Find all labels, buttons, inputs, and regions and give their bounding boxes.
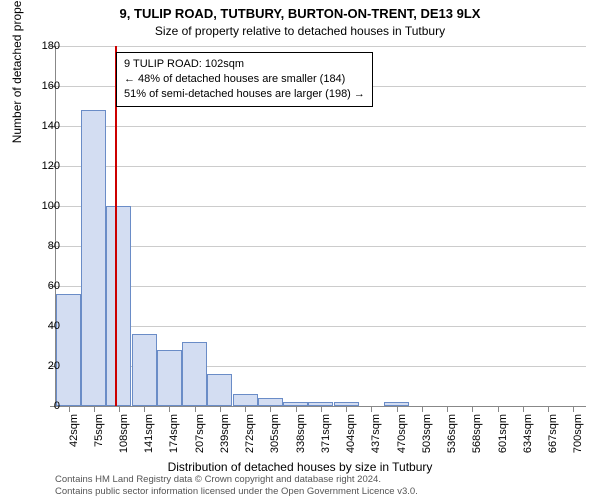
y-tick-label: 20 — [48, 360, 60, 372]
x-tick-label: 437sqm — [370, 414, 382, 456]
x-tick — [169, 406, 170, 412]
x-tick — [523, 406, 524, 412]
x-tick — [94, 406, 95, 412]
histogram-bar — [132, 334, 157, 406]
x-tick — [245, 406, 246, 412]
footer-line1: Contains HM Land Registry data © Crown c… — [55, 474, 418, 486]
x-tick-label: 634sqm — [522, 414, 534, 456]
x-tick-label: 667sqm — [547, 414, 559, 456]
x-tick — [346, 406, 347, 412]
gridline — [56, 46, 586, 47]
x-tick — [69, 406, 70, 412]
histogram-bar — [233, 394, 258, 406]
x-tick — [321, 406, 322, 412]
x-tick — [548, 406, 549, 412]
y-tick-label: 60 — [48, 280, 60, 292]
x-tick-label: 42sqm — [68, 414, 80, 456]
x-tick — [397, 406, 398, 412]
histogram-bar — [81, 110, 106, 406]
gridline — [56, 246, 586, 247]
x-tick-label: 141sqm — [143, 414, 155, 456]
x-tick — [447, 406, 448, 412]
histogram-bar — [106, 206, 131, 406]
y-tick-label: 0 — [54, 400, 60, 412]
x-tick-label: 338sqm — [295, 414, 307, 456]
x-tick-label: 207sqm — [194, 414, 206, 456]
histogram-bar — [258, 398, 283, 406]
x-tick-label: 305sqm — [269, 414, 281, 456]
chart-title-main: 9, TULIP ROAD, TUTBURY, BURTON-ON-TRENT,… — [0, 6, 600, 21]
y-axis-title: Number of detached properties — [10, 0, 24, 143]
x-tick-label: 601sqm — [497, 414, 509, 456]
annotation-line: ← 48% of detached houses are smaller (18… — [124, 72, 365, 87]
y-tick-label: 120 — [42, 160, 60, 172]
x-tick-label: 239sqm — [219, 414, 231, 456]
x-tick-label: 272sqm — [244, 414, 256, 456]
x-tick — [144, 406, 145, 412]
histogram-bar — [157, 350, 182, 406]
gridline — [56, 326, 586, 327]
x-tick-label: 174sqm — [168, 414, 180, 456]
x-tick — [119, 406, 120, 412]
gridline — [56, 166, 586, 167]
x-tick-label: 700sqm — [572, 414, 584, 456]
y-tick-label: 40 — [48, 320, 60, 332]
x-tick — [296, 406, 297, 412]
plot-area: 9 TULIP ROAD: 102sqm← 48% of detached ho… — [55, 46, 586, 407]
y-tick-label: 140 — [42, 120, 60, 132]
annotation-line: 9 TULIP ROAD: 102sqm — [124, 57, 365, 72]
x-tick — [422, 406, 423, 412]
histogram-bar — [56, 294, 81, 406]
x-tick — [195, 406, 196, 412]
histogram-bar — [207, 374, 232, 406]
x-tick-label: 470sqm — [396, 414, 408, 456]
x-tick-label: 75sqm — [93, 414, 105, 456]
x-tick-label: 404sqm — [345, 414, 357, 456]
histogram-bar — [182, 342, 207, 406]
x-tick-label: 108sqm — [118, 414, 130, 456]
annotation-line: 51% of semi-detached houses are larger (… — [124, 87, 365, 102]
x-tick — [573, 406, 574, 412]
annotation-box: 9 TULIP ROAD: 102sqm← 48% of detached ho… — [116, 52, 373, 107]
x-tick-label: 536sqm — [446, 414, 458, 456]
x-tick — [498, 406, 499, 412]
x-tick-label: 371sqm — [320, 414, 332, 456]
x-tick — [220, 406, 221, 412]
gridline — [56, 206, 586, 207]
gridline — [56, 126, 586, 127]
x-axis-title: Distribution of detached houses by size … — [0, 460, 600, 474]
chart-title-sub: Size of property relative to detached ho… — [0, 24, 600, 38]
gridline — [56, 286, 586, 287]
y-tick-label: 80 — [48, 240, 60, 252]
x-tick — [371, 406, 372, 412]
footer-line2: Contains public sector information licen… — [55, 486, 418, 498]
chart-container: 9, TULIP ROAD, TUTBURY, BURTON-ON-TRENT,… — [0, 0, 600, 500]
x-tick-label: 503sqm — [421, 414, 433, 456]
y-tick-label: 100 — [42, 200, 60, 212]
x-tick — [270, 406, 271, 412]
chart-footer: Contains HM Land Registry data © Crown c… — [55, 474, 418, 498]
y-tick-label: 160 — [42, 80, 60, 92]
x-tick-label: 568sqm — [471, 414, 483, 456]
x-tick — [472, 406, 473, 412]
y-tick-label: 180 — [42, 40, 60, 52]
